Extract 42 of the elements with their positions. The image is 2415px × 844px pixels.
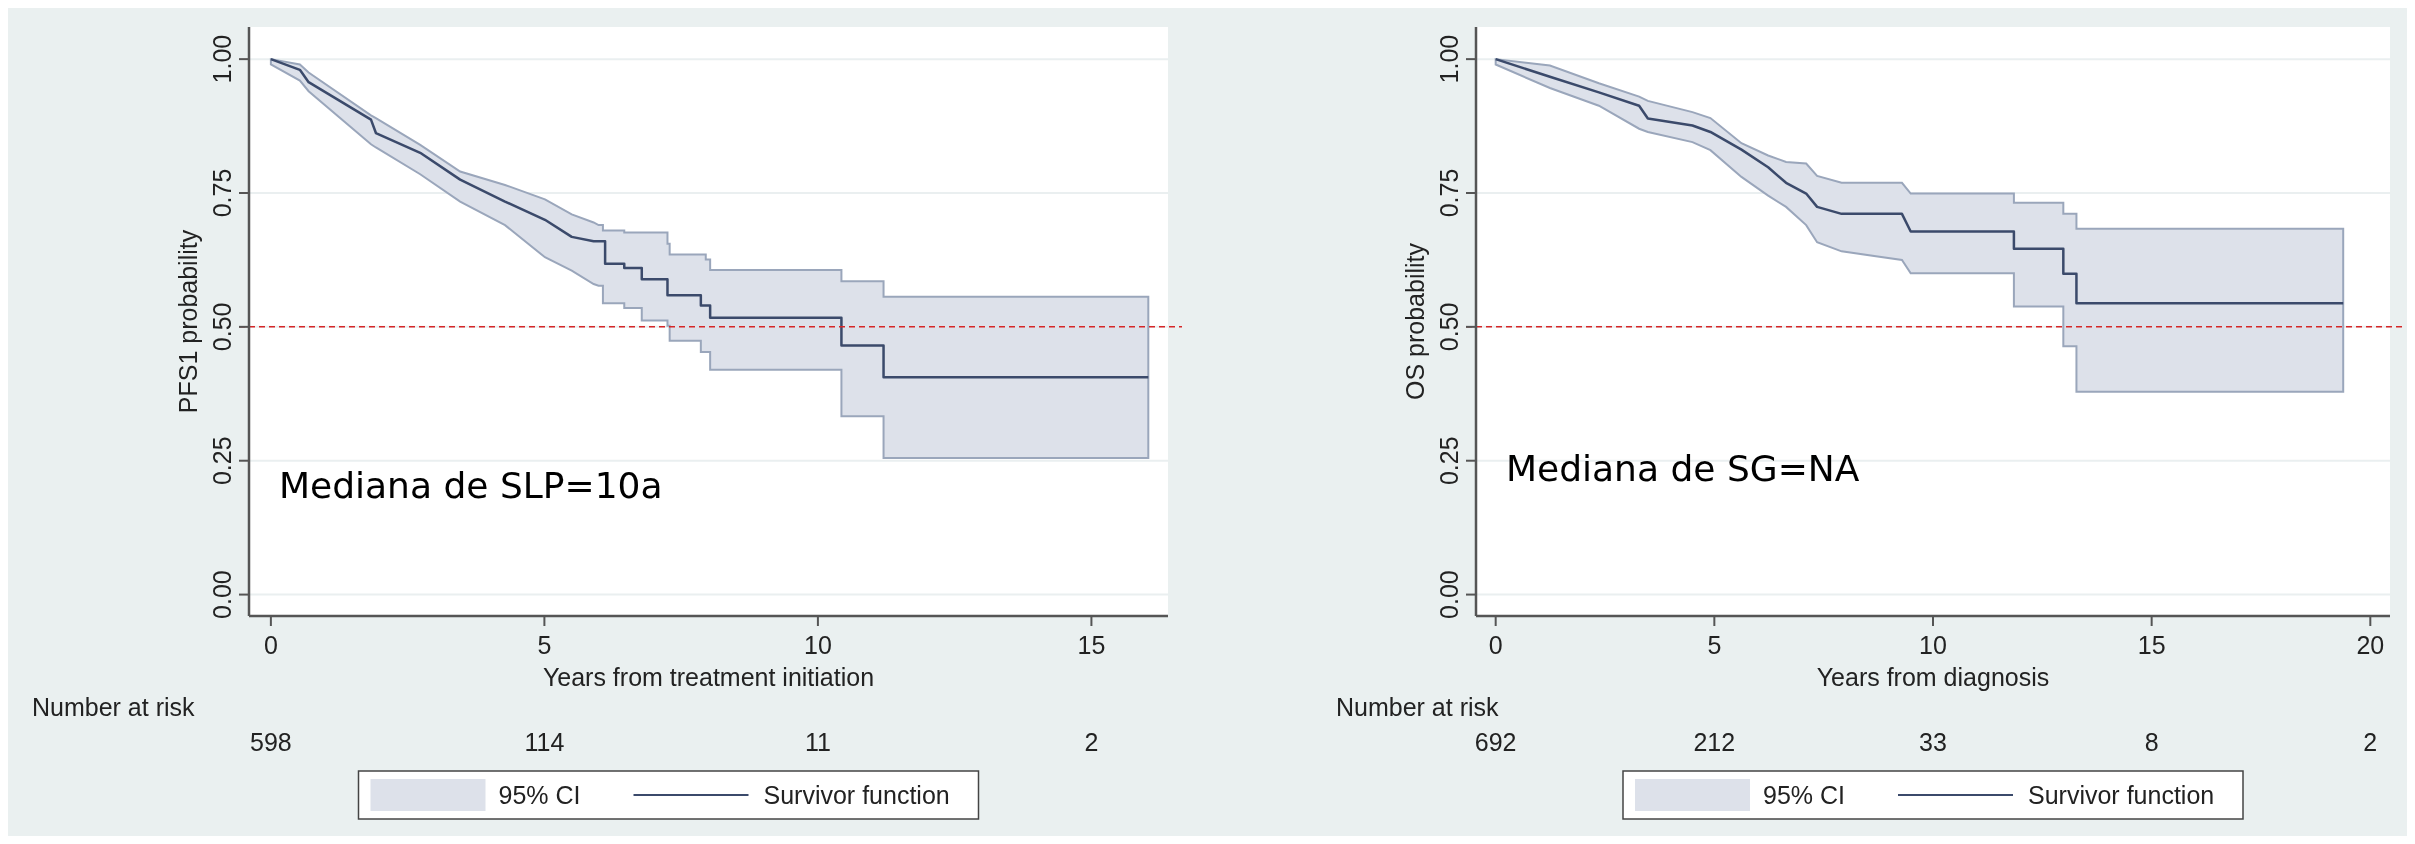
text: 2 — [2363, 728, 2378, 756]
text: Number at risk — [32, 693, 196, 721]
text: 33 — [1919, 728, 1947, 756]
text: 212 — [1693, 728, 1736, 756]
x-tick-label: 5 — [1707, 631, 1722, 659]
text: Number at risk — [1336, 693, 1500, 721]
legend-label: Survivor function — [763, 781, 950, 809]
y-tick-label: 1.00 — [208, 34, 236, 84]
x-tick-label: 10 — [804, 631, 832, 659]
line-series — [1494, 57, 2345, 305]
y-tick-label: 0.00 — [1435, 570, 1463, 619]
y-tick-label: 0.25 — [1435, 436, 1463, 486]
text: 692 — [1474, 728, 1517, 756]
x-tick-label: 5 — [537, 631, 552, 659]
x-tick-label: 0 — [1488, 631, 1503, 659]
text: 11 — [804, 728, 831, 756]
annotation: Mediana de SG=NA — [1506, 447, 1860, 489]
x-tick-label: 15 — [2137, 631, 2166, 659]
text: 8 — [2144, 728, 2159, 756]
text: 2 — [1084, 728, 1099, 756]
y-axis-title: PFS1 probability — [174, 229, 202, 414]
text: 95% CI — [1763, 781, 1845, 809]
y-tick-label: 1.00 — [1435, 34, 1463, 84]
x-axis-title: Years from treatment initiation — [542, 663, 875, 691]
text: 114 — [524, 728, 565, 756]
text: 598 — [250, 728, 292, 756]
x-tick-label: 20 — [2356, 631, 2385, 659]
x-axis-title: Years from diagnosis — [1816, 663, 2050, 691]
y-tick-label: 0.00 — [208, 570, 236, 619]
legend-label: Survivor function — [2028, 781, 2215, 809]
y-tick-label: 0.50 — [208, 302, 236, 352]
text: 95% CI — [498, 781, 581, 809]
annotation: Mediana de SLP=10a — [279, 465, 663, 507]
line-series — [269, 57, 1150, 379]
y-tick-label: 0.25 — [208, 436, 236, 486]
y-tick-label: 0.75 — [1435, 168, 1463, 218]
x-tick-label: 15 — [1077, 631, 1106, 659]
x-tick-label: 0 — [263, 631, 278, 659]
y-axis-title: OS probability — [1401, 242, 1429, 401]
x-tick-label: 10 — [1919, 631, 1947, 659]
y-tick-label: 0.75 — [208, 168, 236, 218]
y-tick-label: 0.50 — [1435, 302, 1463, 352]
